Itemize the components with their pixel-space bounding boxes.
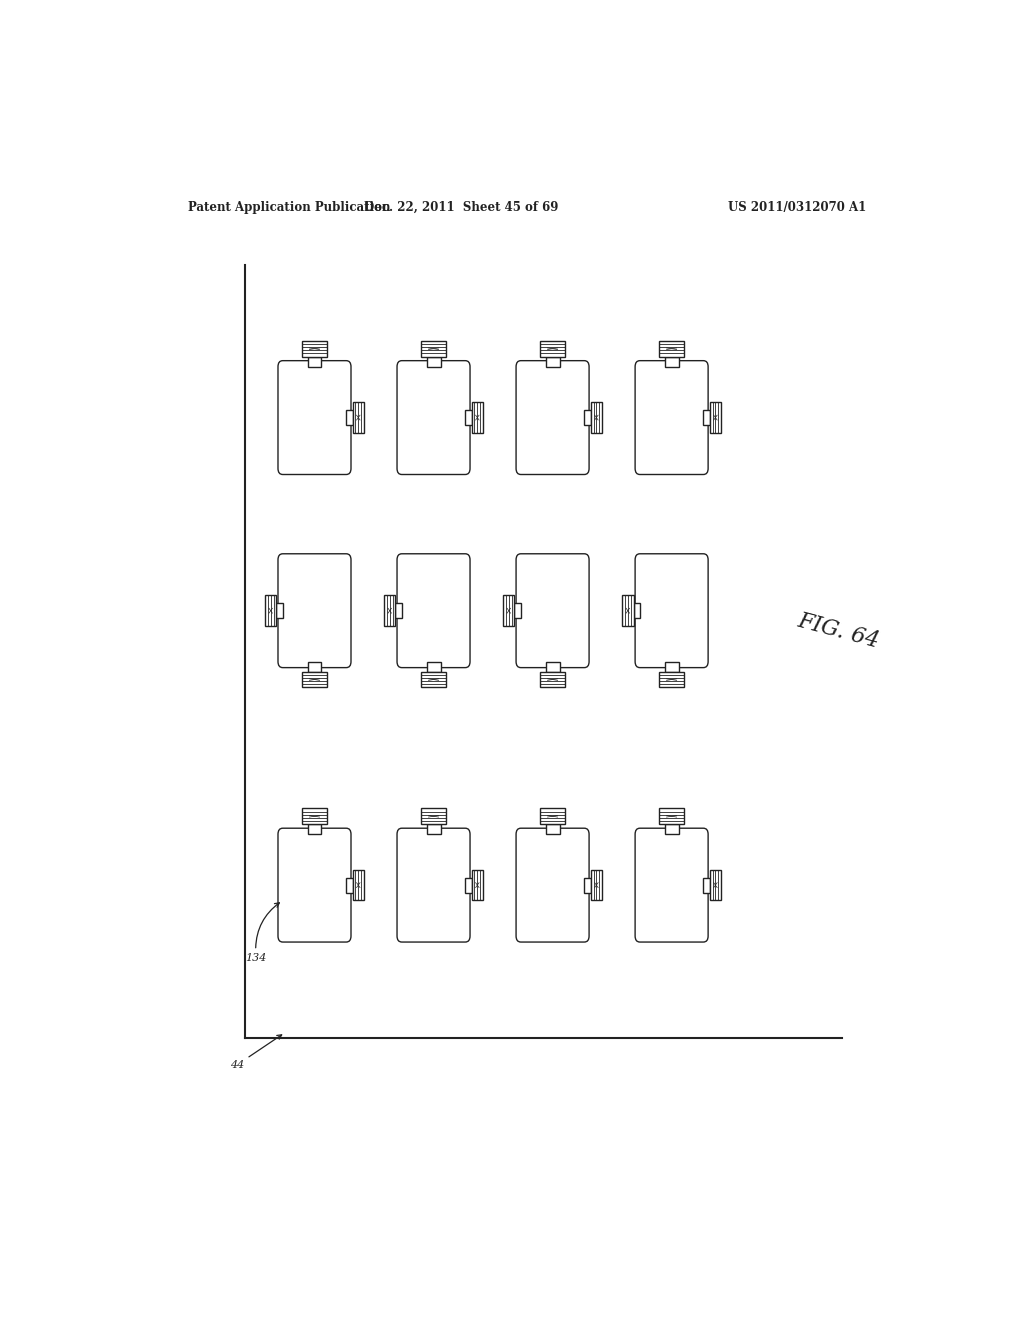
Text: US 2011/0312070 A1: US 2011/0312070 A1	[728, 201, 866, 214]
Bar	[658, 672, 684, 688]
Bar	[703, 878, 710, 892]
Bar	[623, 595, 634, 626]
FancyBboxPatch shape	[278, 554, 351, 668]
Bar	[307, 356, 322, 367]
Text: 134: 134	[246, 903, 280, 964]
FancyBboxPatch shape	[516, 360, 589, 474]
FancyBboxPatch shape	[635, 554, 709, 668]
FancyBboxPatch shape	[397, 554, 470, 668]
Bar	[384, 595, 395, 626]
Bar	[427, 824, 440, 834]
Bar	[665, 824, 679, 834]
Bar	[585, 411, 591, 425]
FancyBboxPatch shape	[635, 828, 709, 942]
Bar	[710, 870, 721, 900]
Bar	[540, 672, 565, 688]
Bar	[658, 808, 684, 824]
Bar	[546, 824, 559, 834]
Text: Dec. 22, 2011  Sheet 45 of 69: Dec. 22, 2011 Sheet 45 of 69	[365, 201, 558, 214]
Bar	[352, 870, 364, 900]
Bar	[472, 403, 483, 433]
Bar	[346, 878, 352, 892]
Bar	[302, 672, 328, 688]
Text: Patent Application Publication: Patent Application Publication	[187, 201, 390, 214]
Bar	[472, 870, 483, 900]
Bar	[427, 661, 440, 672]
Bar	[346, 411, 352, 425]
Bar	[465, 411, 472, 425]
Bar	[665, 356, 679, 367]
FancyBboxPatch shape	[516, 828, 589, 942]
Bar	[540, 808, 565, 824]
Bar	[658, 341, 684, 356]
Bar	[665, 661, 679, 672]
Bar	[421, 672, 446, 688]
Bar	[427, 356, 440, 367]
Bar	[276, 603, 283, 618]
Bar	[540, 341, 565, 356]
Bar	[352, 403, 364, 433]
Bar	[546, 356, 559, 367]
FancyBboxPatch shape	[516, 554, 589, 668]
Bar	[703, 411, 710, 425]
Bar	[503, 595, 514, 626]
FancyBboxPatch shape	[397, 828, 470, 942]
Bar	[307, 824, 322, 834]
Text: FIG. 64: FIG. 64	[795, 610, 882, 652]
FancyBboxPatch shape	[635, 360, 709, 474]
Bar	[591, 403, 602, 433]
Bar	[302, 808, 328, 824]
Bar	[265, 595, 276, 626]
Bar	[421, 341, 446, 356]
Bar	[302, 341, 328, 356]
Bar	[710, 403, 721, 433]
Bar	[514, 603, 521, 618]
Bar	[634, 603, 640, 618]
Bar	[591, 870, 602, 900]
Bar	[585, 878, 591, 892]
Bar	[307, 661, 322, 672]
FancyBboxPatch shape	[397, 360, 470, 474]
Bar	[395, 603, 401, 618]
Bar	[465, 878, 472, 892]
Bar	[421, 808, 446, 824]
Bar	[546, 661, 559, 672]
FancyBboxPatch shape	[278, 360, 351, 474]
Text: 44: 44	[229, 1035, 282, 1071]
FancyBboxPatch shape	[278, 828, 351, 942]
